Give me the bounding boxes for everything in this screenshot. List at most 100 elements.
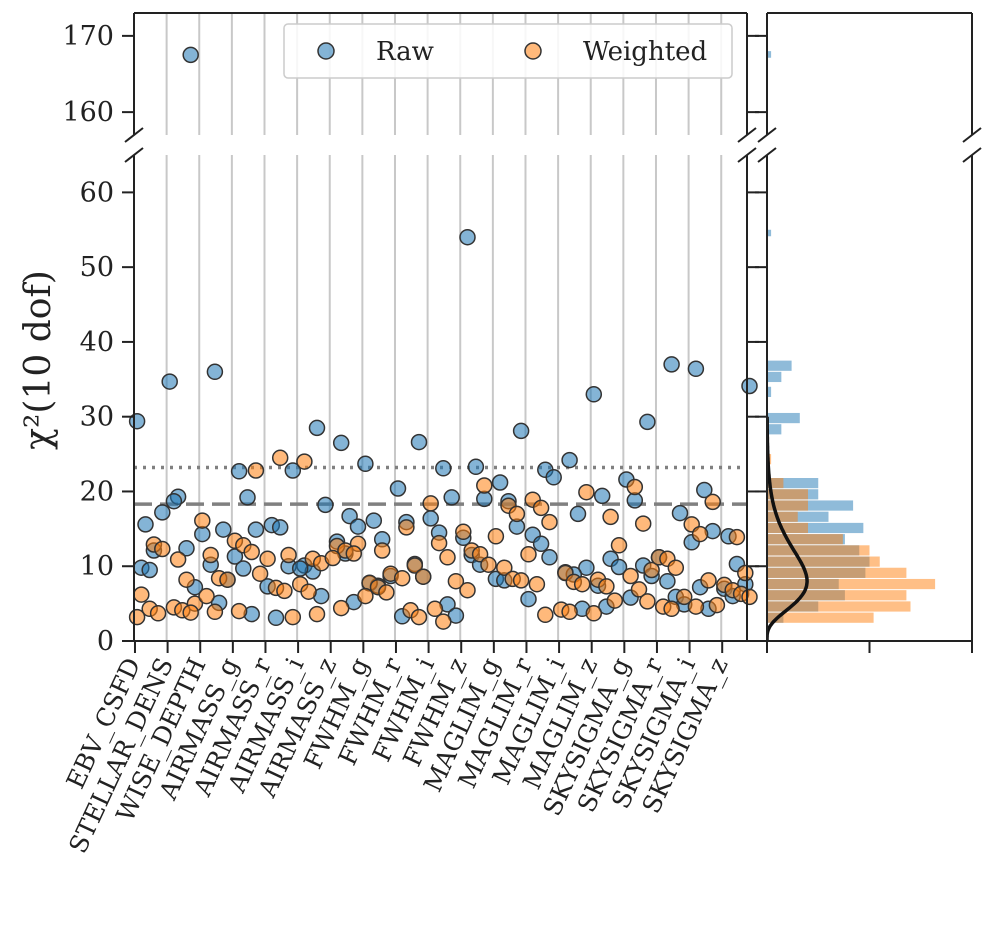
point-weighted	[422, 495, 439, 512]
point-raw	[593, 487, 611, 505]
point-raw	[659, 572, 676, 590]
point-raw	[389, 480, 407, 497]
histogram-bar-weighted	[767, 578, 936, 590]
point-raw	[671, 504, 689, 522]
point-weighted	[410, 608, 428, 626]
y-tick-label: 10	[80, 551, 114, 582]
point-weighted	[643, 561, 660, 579]
histogram-bar-raw	[767, 412, 800, 424]
point-raw	[663, 356, 680, 373]
histogram-bar-weighted	[767, 612, 874, 623]
point-weighted	[182, 604, 199, 621]
histogram-bar-raw	[767, 229, 772, 237]
point-weighted	[296, 453, 313, 470]
point-weighted	[430, 534, 448, 552]
point-raw	[545, 469, 562, 486]
point-weighted	[373, 542, 391, 559]
point-weighted	[512, 572, 530, 589]
point-weighted	[247, 462, 265, 479]
point-raw	[435, 460, 452, 477]
point-weighted	[622, 567, 639, 585]
point-weighted	[737, 564, 754, 582]
point-weighted	[149, 605, 167, 622]
point-weighted	[708, 596, 726, 614]
point-raw	[410, 433, 428, 451]
point-raw	[741, 377, 758, 395]
point-weighted	[585, 605, 603, 622]
point-weighted	[393, 569, 411, 587]
point-weighted	[308, 605, 326, 623]
point-raw	[532, 535, 550, 553]
axis-break-mark	[962, 127, 982, 143]
histogram-bar-weighted	[767, 590, 907, 601]
point-weighted	[280, 546, 297, 564]
y-tick-label: 50	[80, 252, 114, 283]
point-weighted	[426, 600, 444, 618]
histogram-bar-raw	[767, 522, 864, 534]
point-weighted	[626, 478, 644, 496]
histogram-bar-raw	[767, 424, 782, 435]
point-weighted	[230, 602, 248, 620]
axis-break-mark	[737, 127, 757, 143]
point-weighted	[700, 572, 717, 589]
point-raw	[267, 609, 285, 627]
legend: Raw Weighted	[283, 23, 733, 79]
point-weighted	[741, 588, 758, 606]
point-raw	[235, 560, 252, 577]
histogram-bar-weighted	[767, 489, 808, 500]
legend-marker-weighted	[524, 42, 542, 60]
point-raw	[687, 360, 705, 378]
point-weighted	[345, 545, 363, 562]
point-raw	[165, 492, 183, 510]
point-raw	[161, 373, 178, 390]
point-weighted	[357, 587, 374, 605]
histogram-bar-weighted	[767, 567, 907, 578]
point-raw	[141, 561, 158, 579]
histogram-bar-weighted	[767, 500, 808, 511]
y-ticks: 160 170 0 10 20 30 40 50 60	[62, 21, 767, 657]
point-raw	[239, 489, 256, 506]
point-raw	[561, 451, 578, 469]
point-weighted	[128, 608, 146, 626]
axis-break-mark	[757, 147, 777, 163]
histogram-bar-raw	[767, 478, 819, 489]
point-weighted	[667, 559, 685, 576]
point-weighted	[598, 578, 615, 595]
point-weighted	[704, 493, 721, 511]
point-weighted	[276, 582, 293, 600]
point-weighted	[602, 508, 619, 526]
y-tick-label: 170	[62, 21, 114, 52]
y-tick-label: 160	[62, 97, 114, 128]
point-raw	[247, 521, 265, 538]
point-weighted	[728, 528, 746, 546]
point-raw	[291, 560, 309, 577]
point-raw	[230, 463, 248, 480]
axis-break-mark	[757, 127, 777, 143]
point-raw	[178, 540, 195, 557]
point-raw	[541, 549, 558, 566]
point-weighted	[206, 603, 224, 621]
point-raw	[182, 46, 199, 64]
axis-break-mark	[962, 147, 982, 163]
point-raw	[491, 474, 509, 491]
legend-label-weighted: Weighted	[583, 37, 707, 67]
axis-break-mark	[737, 147, 757, 163]
point-raw	[365, 512, 383, 529]
histogram-bar-raw	[767, 371, 782, 383]
histogram-bar-raw	[767, 386, 772, 397]
y-tick-label: 40	[80, 327, 114, 358]
point-weighted	[675, 588, 693, 606]
point-raw	[578, 559, 595, 576]
point-weighted	[219, 571, 236, 588]
histogram-bar-raw	[767, 500, 854, 511]
point-raw	[512, 422, 530, 440]
legend-label-raw: Raw	[376, 37, 434, 67]
point-raw	[332, 434, 350, 452]
point-weighted	[271, 449, 289, 467]
point-raw	[610, 558, 628, 576]
histogram-bar-weighted	[767, 556, 880, 567]
point-raw	[696, 481, 713, 499]
point-raw	[215, 521, 232, 538]
point-weighted	[406, 557, 424, 574]
